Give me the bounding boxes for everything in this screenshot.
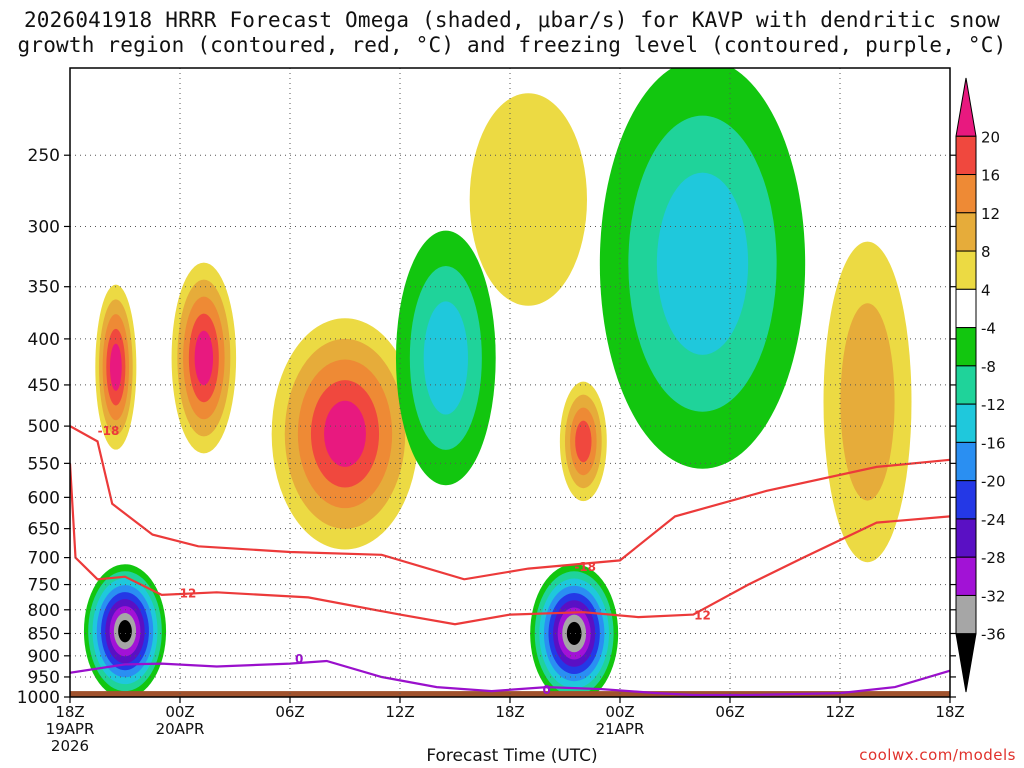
x-axis-label: Forecast Time (UTC) <box>426 746 598 766</box>
omega-contour-fill <box>469 93 587 306</box>
colorbar-bin <box>955 250 977 290</box>
colorbar-bin <box>955 135 977 176</box>
x-tick-label: 12Z <box>825 703 854 721</box>
omega-contour-fill <box>575 420 592 463</box>
chart-title: 2026041918 HRRR Forecast Omega (shaded, … <box>0 8 1024 58</box>
colorbar-label: 20 <box>981 128 1000 146</box>
colorbar-bin <box>955 594 977 635</box>
omega-contour-fill <box>324 400 366 467</box>
omega-contour-fill <box>423 301 468 415</box>
colorbar-label: 12 <box>981 205 1000 223</box>
omega-contour-fill <box>840 303 895 501</box>
y-tick-label: 1000 <box>17 688 60 708</box>
credit-link[interactable]: coolwx.com/models <box>859 746 1016 764</box>
shaded-region-downward-core-2 <box>530 564 619 697</box>
colorbar-label: 16 <box>981 167 1000 185</box>
colorbar-label: -36 <box>981 626 1006 644</box>
shaded-region-upward-core-2 <box>171 262 237 454</box>
title-line-2: growth region (contoured, red, °C) and f… <box>17 33 1007 57</box>
y-tick-label: 350 <box>28 278 60 298</box>
x-tick-date: 19APR <box>46 720 95 738</box>
x-tick-label: 18Z <box>495 703 524 721</box>
contour-line-dgz-minus-12-lower <box>70 463 950 626</box>
contour-label: -18 <box>574 560 596 574</box>
colorbar-label: -8 <box>981 358 996 376</box>
y-tick-label: 950 <box>28 668 60 688</box>
y-tick-label: 800 <box>28 601 60 621</box>
colorbar-bin <box>955 556 977 596</box>
colorbar-bin <box>955 480 977 520</box>
contour-label: 0 <box>542 683 550 697</box>
contour-line-dgz-minus-18-upper <box>70 425 950 581</box>
colorbar-bin <box>955 212 977 252</box>
contour-label: 12 <box>694 609 711 623</box>
x-tick-label: 00Z <box>165 703 194 721</box>
colorbar-bin <box>955 288 977 329</box>
contour-label: -12 <box>175 586 197 600</box>
plot-area: -18 -12 -18 12 0 0 <box>70 68 950 697</box>
omega-contour-fill <box>656 172 749 355</box>
omega-contour-fill <box>566 621 582 646</box>
shaded-region-upward-core-3 <box>271 318 419 550</box>
colorbar-bin <box>955 441 977 482</box>
colorbar-cap-bottom <box>955 633 977 693</box>
shaded-region-downward-core-1 <box>83 564 167 697</box>
x-tick-label: 18Z <box>935 703 964 721</box>
x-tick-date: 21APR <box>596 720 645 738</box>
y-tick-label: 400 <box>28 330 60 350</box>
colorbar-bin <box>955 365 977 405</box>
shaded-region-upward-core-1 <box>95 284 137 450</box>
y-tick-label: 700 <box>28 549 60 569</box>
colorbar-label: -24 <box>981 511 1006 529</box>
y-tick-label: 250 <box>28 146 60 166</box>
x-tick-year: 2026 <box>51 737 89 755</box>
y-tick-label: 650 <box>28 520 60 540</box>
y-tick-label: 300 <box>28 217 60 237</box>
x-tick-date: 20APR <box>156 720 205 738</box>
colorbar-bin <box>955 174 977 214</box>
x-tick-label: 00Z <box>605 703 634 721</box>
shaded-region-upward-band-6 <box>469 93 587 306</box>
colorbar-bin <box>955 518 977 558</box>
y-tick-label: 550 <box>28 454 60 474</box>
omega-contour-fill <box>109 343 122 391</box>
colorbar-label: -28 <box>981 549 1006 567</box>
y-tick-label: 850 <box>28 624 60 644</box>
title-line-1: 2026041918 HRRR Forecast Omega (shaded, … <box>23 8 1001 32</box>
colorbar-label: -12 <box>981 396 1006 414</box>
shaded-region-downward-band-4 <box>599 68 806 469</box>
shaded-region-downward-band-3 <box>395 230 496 486</box>
y-axis: 250 300 350 400 450 500 550 600 650 700 750 800 850 9… <box>17 146 956 708</box>
shaded-region-upward-band-5 <box>823 241 912 563</box>
y-tick-label: 450 <box>28 376 60 396</box>
x-tick-label: 06Z <box>715 703 744 721</box>
colorbar-label: 4 <box>981 281 991 299</box>
ground-below-surface <box>70 691 950 697</box>
y-tick-label: 600 <box>28 488 60 508</box>
colorbar: 20 16 12 8 4 -4 -8 -12 -16 -20 -24 -28 -32 -36 <box>955 77 1006 693</box>
omega-contour-fill <box>194 330 214 386</box>
y-tick-label: 750 <box>28 576 60 596</box>
colorbar-label: -32 <box>981 587 1006 605</box>
colorbar-label: -4 <box>981 320 996 338</box>
y-tick-label: 900 <box>28 647 60 667</box>
shaded-region-upward-core-4 <box>559 381 607 502</box>
contour-label: 0 <box>295 652 303 666</box>
x-tick-label: 06Z <box>275 703 304 721</box>
colorbar-cap-top <box>955 77 977 137</box>
omega-contour-fill <box>118 620 132 643</box>
contour-line-freezing-level-0 <box>70 659 950 697</box>
colorbar-label: 8 <box>981 243 991 261</box>
colorbar-bin <box>955 327 977 367</box>
colorbar-label: -16 <box>981 434 1006 452</box>
colorbar-bin <box>955 403 977 443</box>
contour-label: -18 <box>98 424 120 438</box>
x-tick-label: 12Z <box>385 703 414 721</box>
x-tick-label: 18Z <box>55 703 84 721</box>
colorbar-label: -20 <box>981 473 1006 491</box>
y-tick-label: 500 <box>28 417 60 437</box>
